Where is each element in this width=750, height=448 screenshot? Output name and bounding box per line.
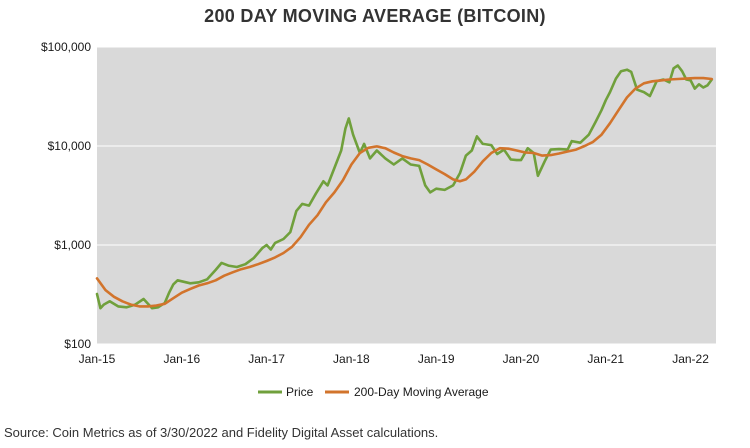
x-tick-label: Jan-17 (248, 352, 285, 366)
y-tick-label: $100 (64, 337, 91, 351)
x-tick-label: Jan-18 (333, 352, 370, 366)
x-tick-label: Jan-20 (503, 352, 540, 366)
price-line (95, 64, 714, 310)
legend-label: Price (286, 385, 314, 399)
moving-average-line (95, 76, 714, 308)
x-tick-label: Jan-15 (79, 352, 116, 366)
y-tick-label: $1,000 (54, 238, 91, 252)
x-tick-label: Jan-16 (163, 352, 200, 366)
legend-label: 200-Day Moving Average (354, 385, 489, 399)
y-tick-label: $100,000 (41, 40, 91, 54)
x-tick-label: Jan-22 (672, 352, 709, 366)
source-note: Source: Coin Metrics as of 3/30/2022 and… (4, 425, 439, 440)
x-tick-label: Jan-19 (418, 352, 455, 366)
plot-background (97, 47, 716, 344)
chart: $100 $1,000 $10,000 $100,000 Jan-15 Jan-16 Ja… (41, 40, 716, 399)
chart-title: 200 DAY MOVING AVERAGE (BITCOIN) (204, 6, 546, 26)
x-tick-label: Jan-21 (587, 352, 624, 366)
y-tick-label: $10,000 (48, 139, 92, 153)
